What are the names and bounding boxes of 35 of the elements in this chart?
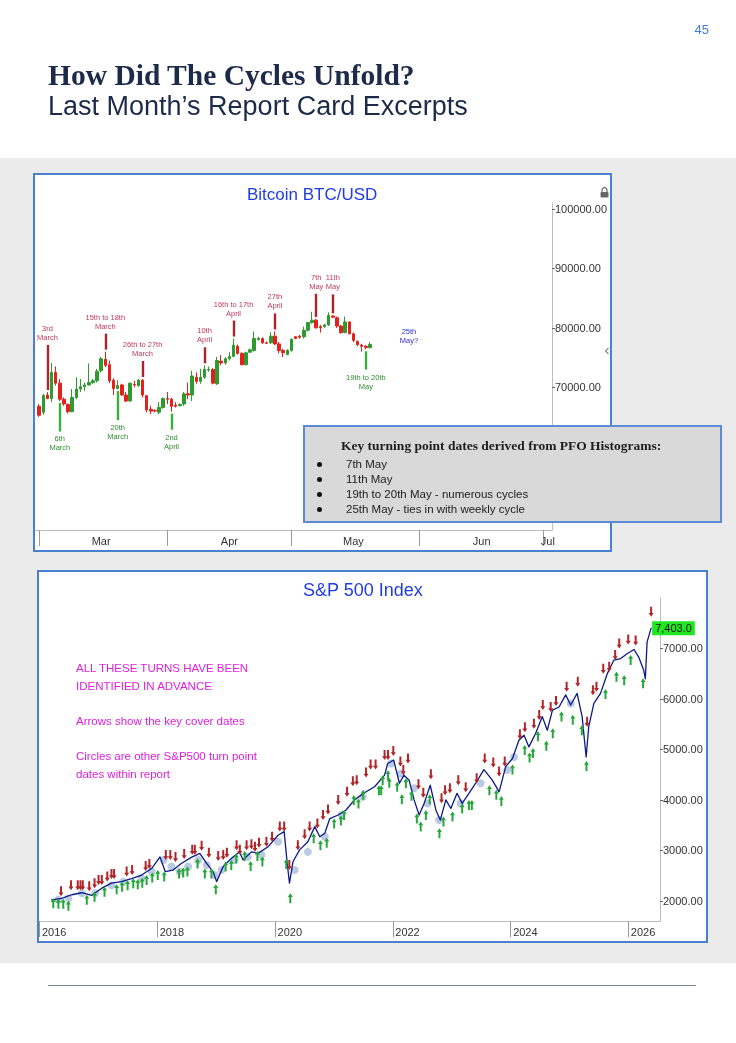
- x-tick-label: 2018: [159, 925, 185, 938]
- x-tick-label: Mar: [91, 534, 111, 547]
- y-tick-label: 3000.00: [663, 844, 703, 857]
- text: How Did The Cycles Unfold?: [48, 58, 415, 93]
- data-label: 7,403.0: [655, 622, 692, 635]
- x-tick-label: Apr: [220, 534, 239, 547]
- annotation: 11th May: [346, 472, 393, 486]
- annotation: Circles are other S&P500 turn point dates within report: [76, 749, 258, 782]
- y-tick-label: 2000.00: [663, 894, 703, 907]
- annotation: 25th May - ties in with weekly cycle: [346, 502, 525, 516]
- annotation: 7th May: [346, 457, 387, 471]
- annotation: 19th to 20th May - numerous cycles: [346, 487, 529, 501]
- y-tick-label: 70000.00: [555, 381, 601, 394]
- text: 45: [694, 22, 709, 37]
- annotation: Key turning point dates derived from PFO Histograms:: [341, 438, 662, 454]
- x-tick-label: 2022: [395, 925, 420, 938]
- y-tick-label: 7000.00: [663, 642, 703, 655]
- x-tick-label: Jun: [472, 534, 491, 547]
- x-tick-label: 2024: [513, 925, 538, 938]
- y-tick-label: 90000.00: [555, 262, 601, 275]
- y-tick-label: 6000.00: [663, 692, 703, 705]
- chart-title: Bitcoin BTC/USD: [247, 185, 378, 204]
- chart-title: S&P 500 Index: [303, 580, 423, 600]
- annotation: ALL THESE TURNS HAVE BEEN IDENTIFIED IN ADVANCE: [76, 661, 250, 694]
- y-tick-label: 100000.00: [555, 202, 607, 215]
- text: Last Month’s Report Card Excerpts: [48, 91, 468, 122]
- x-tick-label: 2026: [630, 925, 656, 938]
- annotation: Arrows show the key cover dates: [76, 714, 246, 729]
- x-tick-label: May: [343, 534, 365, 547]
- y-tick-label: 4000.00: [663, 793, 703, 806]
- x-tick-label: Jul: [540, 534, 555, 547]
- x-tick-label: 2016: [41, 925, 67, 938]
- y-tick-label: 80000.00: [555, 321, 601, 334]
- y-tick-label: 5000.00: [663, 743, 703, 756]
- x-tick-label: 2020: [277, 925, 303, 938]
